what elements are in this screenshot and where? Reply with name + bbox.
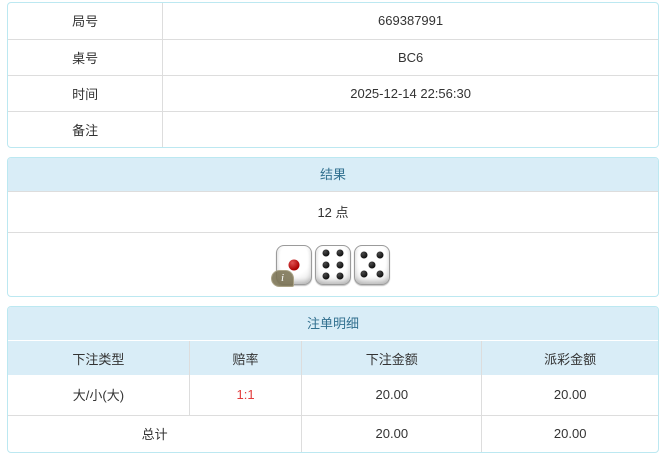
die-pip: [368, 261, 376, 268]
die-pip: [376, 270, 384, 278]
bet-row: 大/小(大) 1:1 20.00 20.00: [8, 375, 658, 416]
die-pip: [322, 272, 330, 280]
table-row-remark: 备注: [8, 110, 658, 147]
result-panel-title: 结果: [8, 158, 658, 192]
game-result-page: 局号 669387991 桌号 BC6 时间 2025-12-14 22:56:…: [7, 2, 659, 453]
info-tooltip-icon[interactable]: i: [271, 269, 294, 287]
col-header-bet-type: 下注类型: [8, 341, 190, 375]
bet-type-value: 大/小(大): [8, 375, 190, 416]
total-row: 总计 20.00 20.00: [8, 414, 658, 452]
bets-panel-title: 注单明细: [8, 307, 658, 341]
die-pip: [360, 251, 368, 259]
round-id-label: 局号: [8, 3, 164, 40]
table-row-table-id: 桌号 BC6: [8, 38, 658, 76]
time-value: 2025-12-14 22:56:30: [162, 74, 658, 112]
bets-header-row: 下注类型 赔率 下注金额 派彩金额: [8, 341, 658, 375]
die-pip: [336, 261, 344, 268]
remark-label: 备注: [8, 110, 164, 147]
die-pip-red: [288, 259, 300, 270]
die-pip: [322, 261, 330, 268]
result-points: 12 点: [8, 192, 658, 233]
round-id-value: 669387991: [162, 3, 658, 40]
time-label: 时间: [8, 74, 164, 112]
die-face-1: i: [271, 244, 312, 287]
die-pip: [376, 251, 384, 259]
bet-amount-value: 20.00: [301, 375, 483, 416]
remark-value: [162, 110, 658, 147]
die-pip: [336, 249, 344, 257]
bet-odds-value: 1:1: [188, 375, 303, 416]
bets-panel: 注单明细 下注类型 赔率 下注金额 派彩金额 大/小(大) 1:1 20.00 …: [7, 306, 659, 453]
col-header-bet-amount: 下注金额: [301, 341, 483, 375]
total-label: 总计: [8, 414, 303, 452]
die-pip: [360, 270, 368, 278]
table-row-round-id: 局号 669387991: [8, 3, 658, 40]
table-id-value: BC6: [162, 38, 658, 76]
col-header-payout-amount: 派彩金额: [481, 341, 658, 375]
dice-row: i: [8, 233, 658, 296]
die-face-5: [354, 244, 390, 285]
die-face-6: [315, 244, 351, 285]
die-pip: [322, 249, 330, 257]
table-id-label: 桌号: [8, 38, 164, 76]
table-row-time: 时间 2025-12-14 22:56:30: [8, 74, 658, 112]
bets-table: 下注类型 赔率 下注金额 派彩金额 大/小(大) 1:1 20.00 20.00…: [8, 341, 658, 452]
game-info-table: 局号 669387991 桌号 BC6 时间 2025-12-14 22:56:…: [8, 3, 658, 147]
col-header-odds: 赔率: [188, 341, 303, 375]
die-pip: [336, 272, 344, 280]
payout-amount-value: 20.00: [481, 375, 658, 416]
total-bet-amount: 20.00: [301, 414, 483, 452]
game-info-panel: 局号 669387991 桌号 BC6 时间 2025-12-14 22:56:…: [7, 2, 659, 148]
result-panel: 结果 12 点 i: [7, 157, 659, 297]
total-payout-amount: 20.00: [481, 414, 658, 452]
